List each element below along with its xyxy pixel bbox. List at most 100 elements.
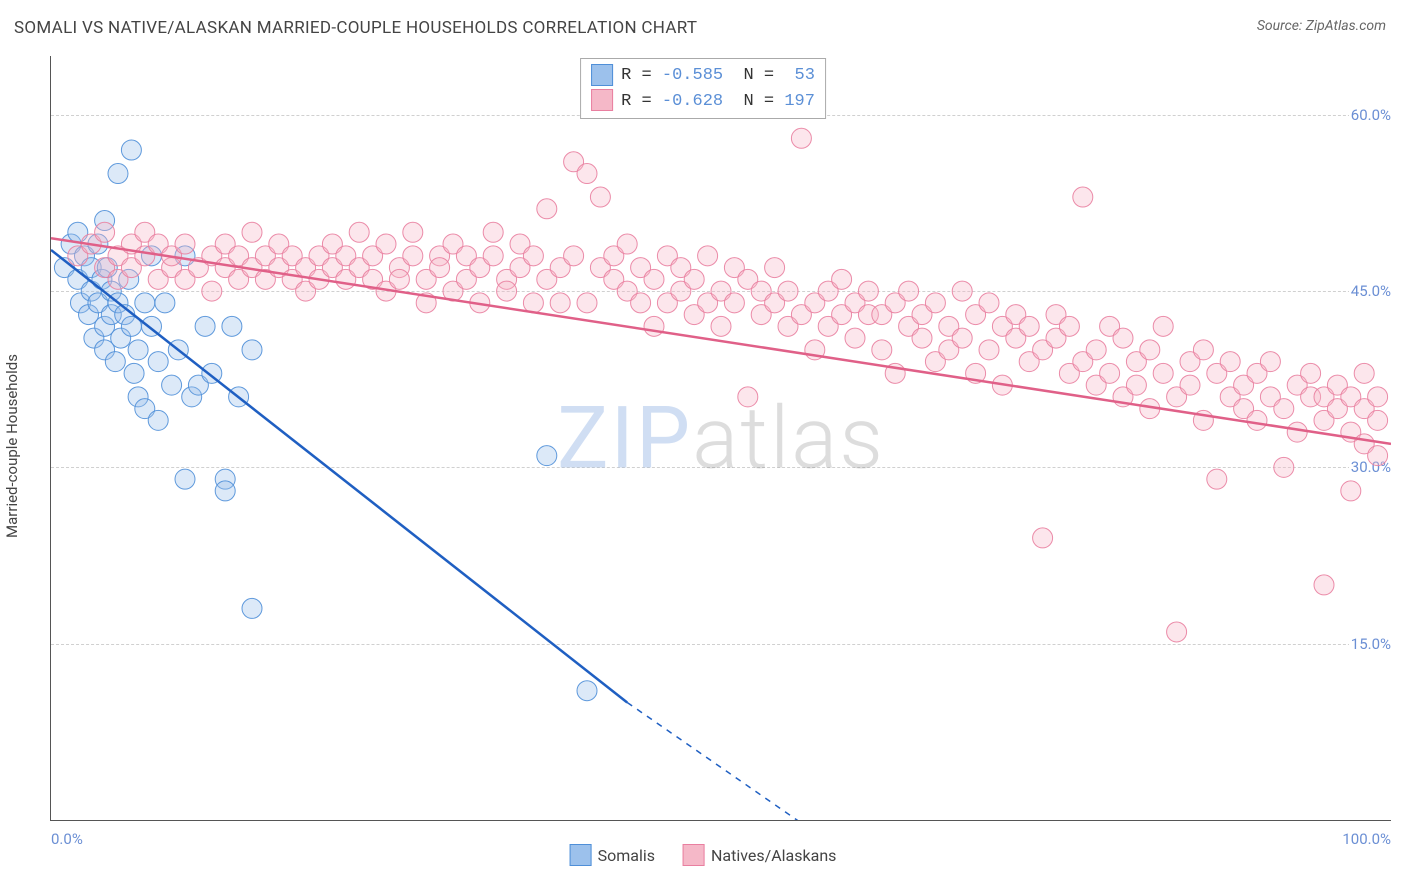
data-point: [222, 316, 242, 336]
data-point: [1314, 575, 1334, 595]
legend-r-label: R =: [621, 92, 662, 111]
data-point: [1247, 410, 1267, 430]
data-point: [1153, 316, 1173, 336]
data-point: [617, 234, 637, 254]
data-point: [523, 293, 543, 313]
data-point: [791, 128, 811, 148]
data-point: [1287, 422, 1307, 442]
data-point: [698, 246, 718, 266]
data-point: [1113, 328, 1133, 348]
data-point: [349, 222, 369, 242]
data-point: [128, 340, 148, 360]
data-point: [175, 469, 195, 489]
data-point: [872, 340, 892, 360]
data-point: [1153, 363, 1173, 383]
data-point: [631, 293, 651, 313]
legend-row: R = -0.585 N = 53: [591, 63, 815, 89]
regression-line-dashed: [627, 702, 882, 820]
data-point: [537, 199, 557, 219]
legend-swatch: [591, 89, 613, 111]
data-point: [1274, 457, 1294, 477]
data-point: [590, 187, 610, 207]
legend-n-label: N =: [723, 92, 784, 111]
source-credit: Source: ZipAtlas.com: [1257, 18, 1386, 34]
data-point: [1073, 187, 1093, 207]
data-point: [644, 269, 664, 289]
data-point: [711, 316, 731, 336]
legend-label: Natives/Alaskans: [711, 846, 836, 865]
data-point: [483, 246, 503, 266]
data-point: [523, 246, 543, 266]
data-point: [215, 481, 235, 501]
legend-n-value: 197: [784, 92, 815, 111]
data-point: [148, 352, 168, 372]
data-point: [778, 281, 798, 301]
y-axis-title: Married-couple Households: [3, 354, 21, 538]
data-point: [1220, 352, 1240, 372]
data-point: [1019, 316, 1039, 336]
source-name: ZipAtlas.com: [1306, 18, 1386, 34]
data-point: [564, 246, 584, 266]
series-legend: SomalisNatives/Alaskans: [570, 844, 837, 866]
data-point: [242, 340, 262, 360]
scatter-svg: [51, 56, 1391, 820]
legend-n-label: N =: [723, 66, 784, 85]
data-point: [644, 316, 664, 336]
legend-row: R = -0.628 N = 197: [591, 89, 815, 115]
data-point: [403, 246, 423, 266]
legend-r-value: -0.585: [662, 66, 723, 85]
legend-r-label: R =: [621, 66, 662, 85]
data-point: [1180, 375, 1200, 395]
data-point: [121, 140, 141, 160]
data-point: [1368, 387, 1388, 407]
regression-line: [51, 250, 627, 703]
correlation-legend: R = -0.585 N = 53R = -0.628 N = 197: [580, 58, 826, 119]
data-point: [162, 375, 182, 395]
data-point: [1100, 363, 1120, 383]
data-point: [430, 258, 450, 278]
data-point: [148, 410, 168, 430]
legend-item: Natives/Alaskans: [683, 844, 836, 866]
data-point: [376, 234, 396, 254]
data-point: [577, 681, 597, 701]
data-point: [1260, 352, 1280, 372]
data-point: [202, 281, 222, 301]
source-prefix: Source:: [1257, 18, 1306, 34]
data-point: [1274, 399, 1294, 419]
data-point: [724, 293, 744, 313]
data-point: [979, 340, 999, 360]
data-point: [403, 222, 423, 242]
data-point: [858, 281, 878, 301]
data-point: [1086, 340, 1106, 360]
x-tick-label: 0.0%: [51, 830, 83, 848]
data-point: [1301, 363, 1321, 383]
data-point: [483, 222, 503, 242]
data-point: [577, 293, 597, 313]
data-point: [242, 598, 262, 618]
data-point: [105, 352, 125, 372]
data-point: [952, 281, 972, 301]
data-point: [1368, 410, 1388, 430]
data-point: [765, 258, 785, 278]
data-point: [684, 269, 704, 289]
data-point: [979, 293, 999, 313]
data-point: [952, 328, 972, 348]
data-point: [1368, 446, 1388, 466]
data-point: [1126, 375, 1146, 395]
plot-area: ZIPatlas 15.0%30.0%45.0%60.0%0.0%100.0%: [50, 56, 1391, 821]
data-point: [832, 269, 852, 289]
legend-swatch: [570, 844, 592, 866]
data-point: [1207, 469, 1227, 489]
data-point: [738, 387, 758, 407]
data-point: [108, 164, 128, 184]
x-tick-label: 100.0%: [1342, 830, 1391, 848]
legend-r-value: -0.628: [662, 92, 723, 111]
legend-swatch: [591, 64, 613, 86]
data-point: [497, 281, 517, 301]
data-point: [899, 281, 919, 301]
chart-container: SOMALI VS NATIVE/ALASKAN MARRIED-COUPLE …: [0, 0, 1406, 892]
data-point: [195, 316, 215, 336]
data-point: [1341, 481, 1361, 501]
data-point: [912, 328, 932, 348]
data-point: [577, 164, 597, 184]
